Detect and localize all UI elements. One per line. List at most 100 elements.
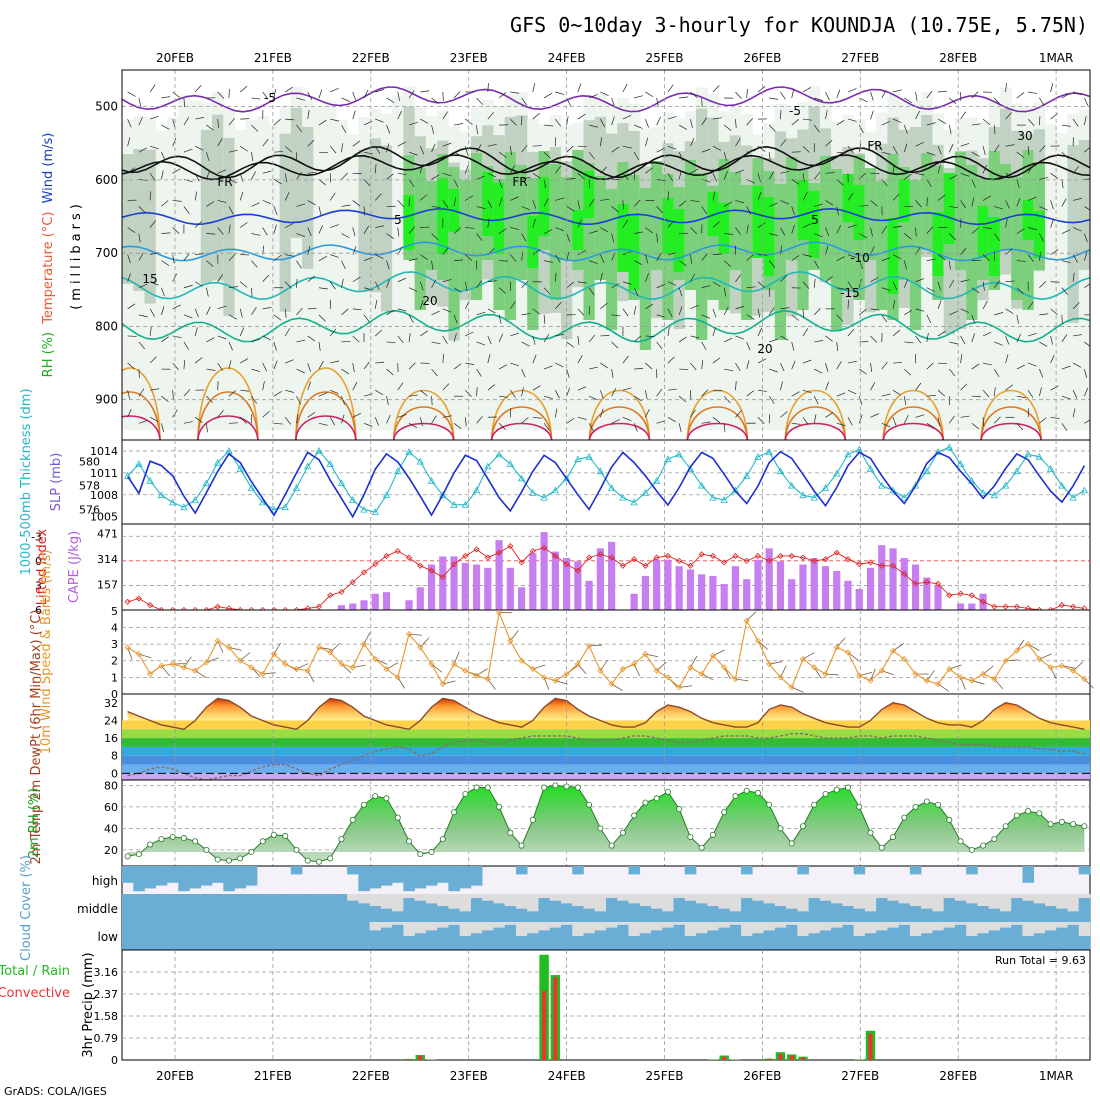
wind-barb <box>1061 287 1068 295</box>
cloud-middle-gap <box>718 895 731 909</box>
wind-barb <box>611 116 615 126</box>
cloud-low <box>212 922 224 950</box>
wind-barb <box>273 89 277 99</box>
cloud-high <box>189 866 202 889</box>
precip-total-bar <box>854 1059 864 1060</box>
wind-barb <box>1005 248 1013 255</box>
cloud-gap <box>459 894 472 896</box>
wind-barb <box>307 110 310 120</box>
wind-barb <box>239 173 244 182</box>
cloud-low-gap <box>954 922 967 925</box>
wind-barb <box>521 368 526 378</box>
wind-barb <box>487 143 497 147</box>
wind-barb <box>926 287 936 293</box>
rh-band-green <box>842 182 855 290</box>
warm-loop <box>882 422 944 440</box>
wind-barb <box>487 280 497 283</box>
thickness-point <box>844 450 852 458</box>
wind10m-point <box>248 664 255 671</box>
rh-band-green <box>448 167 461 330</box>
wind-barb <box>555 301 562 310</box>
cloud-low-gap <box>504 922 517 925</box>
cloud-low-gap <box>606 922 618 928</box>
wind-barb <box>498 151 507 158</box>
wind-barb <box>566 178 576 180</box>
li-point <box>799 554 807 561</box>
cloud-low <box>954 924 967 950</box>
temp-line <box>127 697 1085 731</box>
cloud-low <box>392 924 404 950</box>
rh-band-green <box>898 167 911 280</box>
cloud-middle <box>1078 896 1091 922</box>
wind10m-point <box>991 675 998 683</box>
temp-tick: 32 <box>104 697 118 710</box>
cape-bar <box>596 548 604 610</box>
wind-barb <box>1027 196 1037 201</box>
date-tick-bottom: 26FEB <box>743 1069 781 1083</box>
cloud-middle <box>1033 902 1046 922</box>
rh-band-gray <box>380 145 393 312</box>
wind-barb <box>701 421 711 424</box>
date-tick-top: 24FEB <box>548 51 586 65</box>
wind-barb <box>938 362 948 365</box>
thickness-point <box>281 503 289 511</box>
wind-barb <box>262 200 272 205</box>
wind-barb <box>498 179 503 188</box>
wind-barb <box>510 254 517 262</box>
wind10m-point <box>698 670 705 678</box>
isotherm-20 <box>122 309 1090 343</box>
wind-barb <box>712 117 722 120</box>
cloud-row-label: middle <box>77 902 118 916</box>
cloud-low <box>752 933 764 950</box>
date-tick-top: 26FEB <box>743 51 781 65</box>
wind-barb <box>780 170 790 174</box>
wind-barb <box>453 314 458 324</box>
cloud-middle-gap <box>369 895 382 907</box>
wind-barb <box>960 172 970 177</box>
wind-barb <box>904 97 913 104</box>
cloud-low-gap <box>437 922 449 928</box>
wind-barb <box>228 360 232 370</box>
cape-label: CAPE (J/kg) <box>67 531 82 603</box>
wind-barb <box>408 362 416 370</box>
warm-loop <box>490 389 553 440</box>
slp-tick: 1011 <box>90 467 118 480</box>
thickness-point <box>450 500 458 508</box>
cloud-high <box>966 866 978 875</box>
thickness-point <box>754 452 762 460</box>
wind-barb <box>262 411 270 418</box>
cloud-low <box>155 922 168 950</box>
wind-barb <box>892 193 900 201</box>
thickness-point <box>934 448 942 455</box>
rh-band-bright <box>842 174 855 222</box>
wind-barb <box>161 287 165 297</box>
wind-barb <box>149 173 156 181</box>
thickness-point <box>180 503 188 511</box>
wind-barb <box>161 260 170 266</box>
wind-barb <box>498 92 507 99</box>
cape-bar <box>866 567 875 610</box>
y-tick-label: 600 <box>95 173 118 187</box>
wind-barb <box>690 273 696 282</box>
wind-barb <box>149 308 155 317</box>
rh2m-label: 2m RH (%) <box>27 788 42 859</box>
cloud-middle <box>504 905 517 922</box>
wind-barb <box>577 308 585 316</box>
rh-point <box>529 816 536 823</box>
wind-barb <box>161 423 165 433</box>
wind-barb <box>487 200 493 209</box>
wind-barb <box>982 195 992 201</box>
wind-barb <box>442 172 452 177</box>
cloud-high <box>392 866 404 883</box>
wind-barb <box>622 308 629 317</box>
rh-point <box>676 806 683 813</box>
wind-barb <box>971 287 980 294</box>
wind10m-point <box>799 656 807 663</box>
cloud-middle-gap <box>358 895 370 904</box>
wind-barb <box>600 302 608 310</box>
wind-barb <box>262 91 269 100</box>
wind-barb <box>1050 218 1054 228</box>
wind-barb <box>476 311 486 316</box>
cloud-middle <box>167 894 179 922</box>
rh-band-bright <box>943 173 956 244</box>
